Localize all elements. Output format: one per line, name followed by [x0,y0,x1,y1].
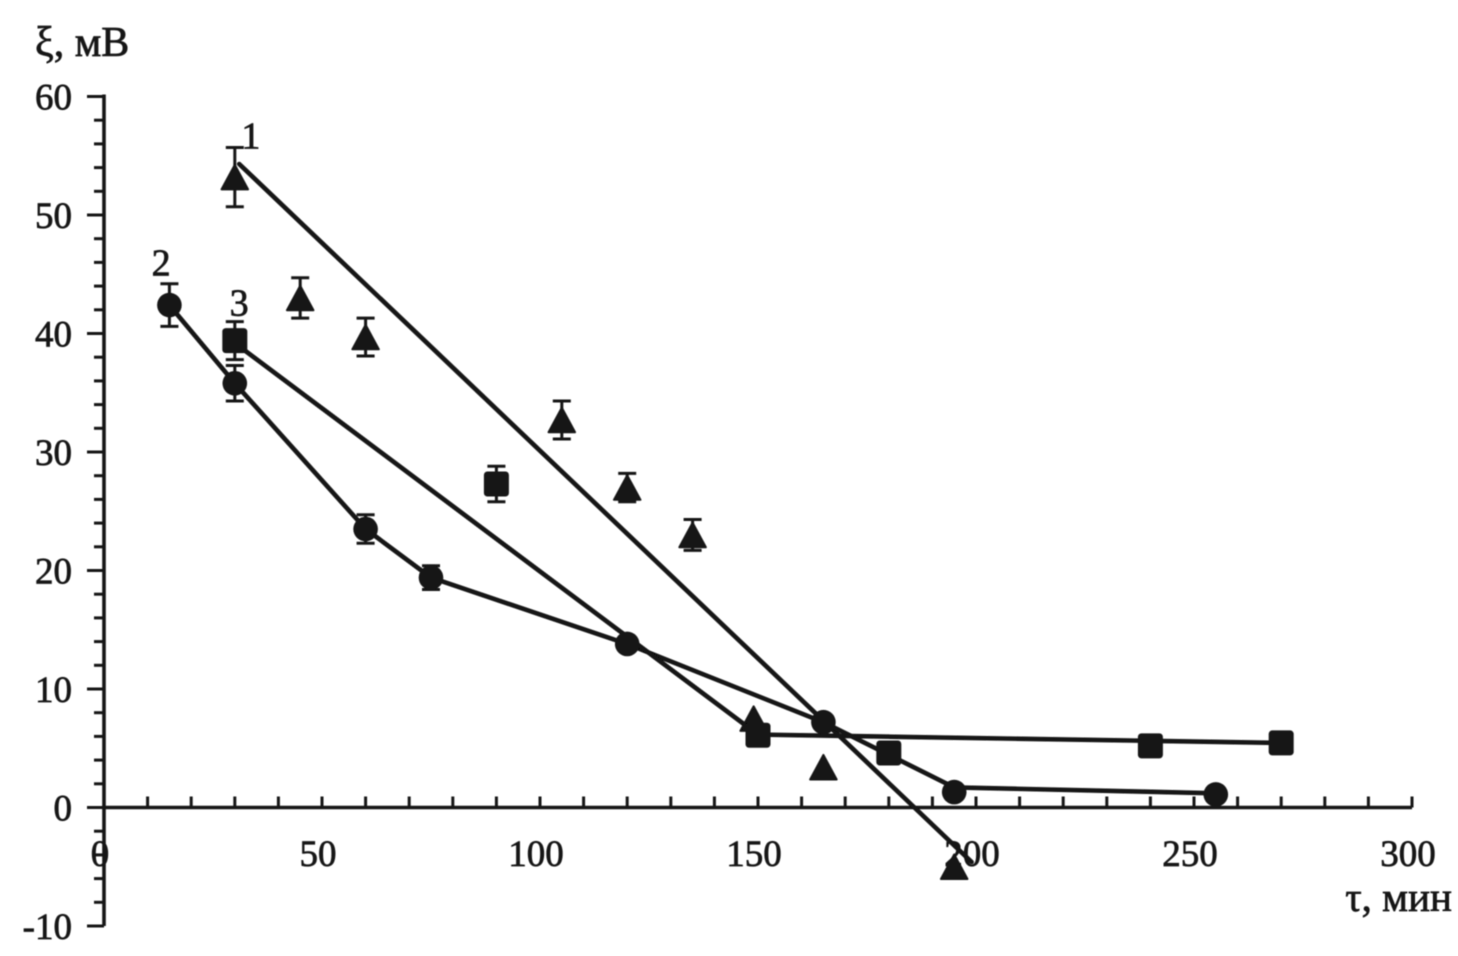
series-2-marker-circle [353,516,378,542]
series-2-marker-circle [941,779,967,805]
series-2-marker-circle [222,370,248,396]
series-1-line [236,161,974,865]
y-tick-label: 50 [35,196,72,237]
series-1-marker-triangle [809,753,838,781]
y-tick-label: 0 [54,789,73,830]
series-3-marker-square [745,722,771,748]
series-3-marker-square [876,740,902,766]
x-axis-title: τ, мин [1345,874,1452,920]
series-2-label: 2 [152,242,171,284]
series-3-marker-square [1137,733,1163,759]
series-1-marker-triangle [678,521,707,549]
series-2-marker-circle [157,292,182,318]
x-tick-label: 150 [726,834,782,875]
x-tick-label: 250 [1162,834,1218,875]
series-2-marker-circle [614,631,640,657]
series-3-marker-square [1268,730,1294,756]
series-2-marker-circle [418,565,444,590]
series-1-marker-triangle [220,163,250,191]
y-tick-label: 30 [35,433,72,474]
series-3-marker-square [222,328,248,354]
y-axis-title: ξ, мВ [35,20,129,66]
series-1-label: 1 [241,116,260,158]
series-2-marker-circle [811,709,836,735]
series-2-marker-circle [1203,782,1229,807]
series-3-line [232,340,1284,746]
series-3-marker-square [483,471,509,497]
y-tick-label: 20 [35,552,72,593]
series-1-marker-triangle [285,284,315,312]
x-tick-label: 0 [91,834,110,875]
y-tick-label: 10 [35,670,72,711]
series-1-marker-triangle [351,323,380,351]
series-1-marker-triangle [547,406,577,434]
y-tick-label: 40 [35,315,72,356]
y-tick-label: -10 [23,907,72,948]
series-2-line [167,302,1219,796]
x-tick-label: 50 [300,834,337,875]
series-1-marker-triangle [939,853,969,880]
x-tick-label: 300 [1380,834,1436,875]
x-tick-label: 100 [508,834,564,875]
y-tick-label: 60 [35,78,72,119]
series-3-label: 3 [230,283,249,325]
series-1-marker-triangle [612,474,642,501]
